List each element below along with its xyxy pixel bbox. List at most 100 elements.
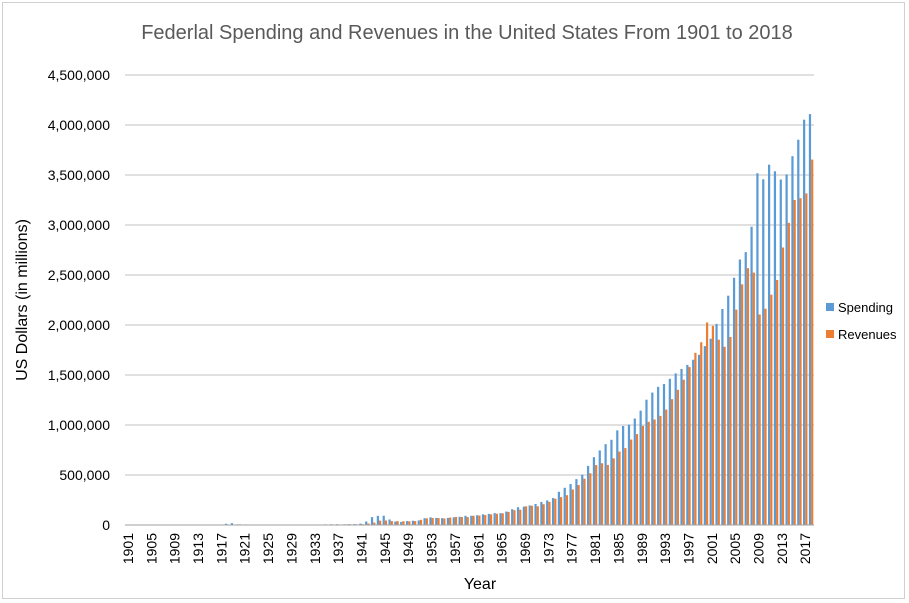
bar-spending — [627, 424, 631, 525]
bar-revenues — [466, 517, 469, 525]
x-tick-label: 1977 — [564, 533, 580, 564]
bar-revenues — [414, 521, 417, 525]
bar-spending — [750, 226, 753, 525]
bar-revenues — [595, 465, 598, 525]
x-tick-label: 1921 — [237, 533, 253, 564]
bar-revenues — [425, 518, 428, 525]
bar-revenues — [484, 515, 487, 525]
bar-revenues — [443, 518, 446, 525]
bar-spending — [493, 513, 496, 525]
bar-spending — [598, 450, 601, 525]
bar-spending — [779, 179, 782, 526]
bar-revenues — [489, 514, 493, 525]
y-tick-label: 3,000,000 — [48, 217, 110, 233]
bar-revenues — [495, 513, 498, 525]
bar-revenues — [390, 521, 393, 525]
bar-revenues — [711, 325, 715, 525]
bar-revenues — [694, 352, 697, 525]
bar-revenues — [805, 193, 808, 525]
bar-revenues — [787, 222, 790, 525]
y-axis-label: US Dollars (in millions) — [14, 219, 31, 381]
bar-spending — [405, 521, 409, 525]
x-tick-label: 1973 — [540, 533, 556, 564]
x-tick-label: 1961 — [470, 533, 486, 564]
x-axis-label: Year — [464, 576, 497, 593]
bar-revenues — [589, 473, 592, 525]
bar-spending — [516, 507, 520, 525]
bar-spending — [616, 430, 619, 525]
x-tick-label: 1913 — [190, 533, 206, 564]
y-tick-label: 1,500,000 — [48, 367, 110, 383]
legend-label-revenues: Revenues — [838, 327, 897, 342]
bar-spending — [732, 277, 736, 525]
bar-spending — [604, 444, 607, 525]
y-tick-label: 500,000 — [59, 467, 110, 483]
bar-revenues — [746, 268, 750, 525]
x-tick-label: 2001 — [704, 533, 720, 564]
bar-revenues — [519, 509, 522, 525]
bar-spending — [668, 378, 671, 525]
bar-spending — [370, 517, 374, 525]
x-tick-label: 1993 — [657, 533, 673, 564]
bar-spending — [546, 500, 549, 525]
bar-spending — [394, 521, 397, 525]
bar-revenues — [524, 506, 528, 525]
bar-revenues — [665, 409, 668, 525]
bar-revenues — [758, 314, 761, 525]
bar-spending — [563, 487, 566, 525]
bar-revenues — [379, 520, 382, 525]
bar-revenues — [618, 451, 621, 525]
bar-spending — [230, 523, 234, 525]
bar-spending — [557, 491, 561, 525]
bar-spending — [435, 517, 438, 525]
bar-spending — [610, 439, 613, 525]
bar-revenues — [781, 247, 785, 526]
bar-revenues — [571, 489, 574, 525]
bar-spending — [224, 523, 228, 525]
x-tick-label: 2009 — [751, 533, 767, 564]
bar-spending — [703, 346, 706, 525]
bar-spending — [569, 484, 572, 525]
bar-spending — [423, 518, 426, 525]
bar-spending — [534, 503, 537, 525]
bar-spending — [365, 521, 368, 525]
bar-spending — [522, 506, 525, 525]
bar-spending — [551, 498, 555, 525]
x-tick-label: 1917 — [213, 533, 229, 564]
x-tick-label: 1929 — [283, 533, 299, 564]
bar-spending — [697, 354, 701, 525]
x-tick-label: 1957 — [447, 533, 463, 564]
x-tick-label: 2005 — [727, 533, 743, 564]
bar-revenues — [454, 517, 458, 525]
bar-spending — [762, 179, 765, 526]
x-tick-label: 1933 — [307, 533, 323, 564]
bars — [125, 114, 814, 526]
bar-spending — [715, 323, 718, 525]
bar-revenues — [793, 200, 796, 525]
bar-spending — [680, 368, 683, 525]
y-tick-label: 4,500,000 — [48, 67, 110, 83]
bar-revenues — [612, 458, 615, 525]
bar-revenues — [460, 517, 463, 525]
bar-spending — [581, 474, 584, 525]
y-tick-label: 2,500,000 — [48, 267, 110, 283]
bar-spending — [662, 384, 666, 525]
bar-revenues — [729, 336, 732, 525]
bar-revenues — [507, 511, 510, 525]
bar-revenues — [606, 464, 609, 525]
x-tick-label: 1953 — [424, 533, 440, 564]
bar-revenues — [501, 513, 504, 525]
x-tick-label: 1937 — [330, 533, 346, 564]
bar-spending — [808, 114, 812, 525]
legend-swatch-spending — [826, 303, 834, 311]
bar-spending — [470, 515, 473, 525]
x-tick-label: 1901 — [120, 533, 136, 564]
legend-swatch-revenues — [826, 330, 834, 338]
bar-spending — [803, 119, 806, 525]
bar-spending — [452, 517, 455, 525]
bar-spending — [476, 515, 479, 525]
bar-spending — [791, 156, 794, 526]
bar-spending — [586, 465, 590, 525]
bar-revenues — [682, 379, 685, 525]
